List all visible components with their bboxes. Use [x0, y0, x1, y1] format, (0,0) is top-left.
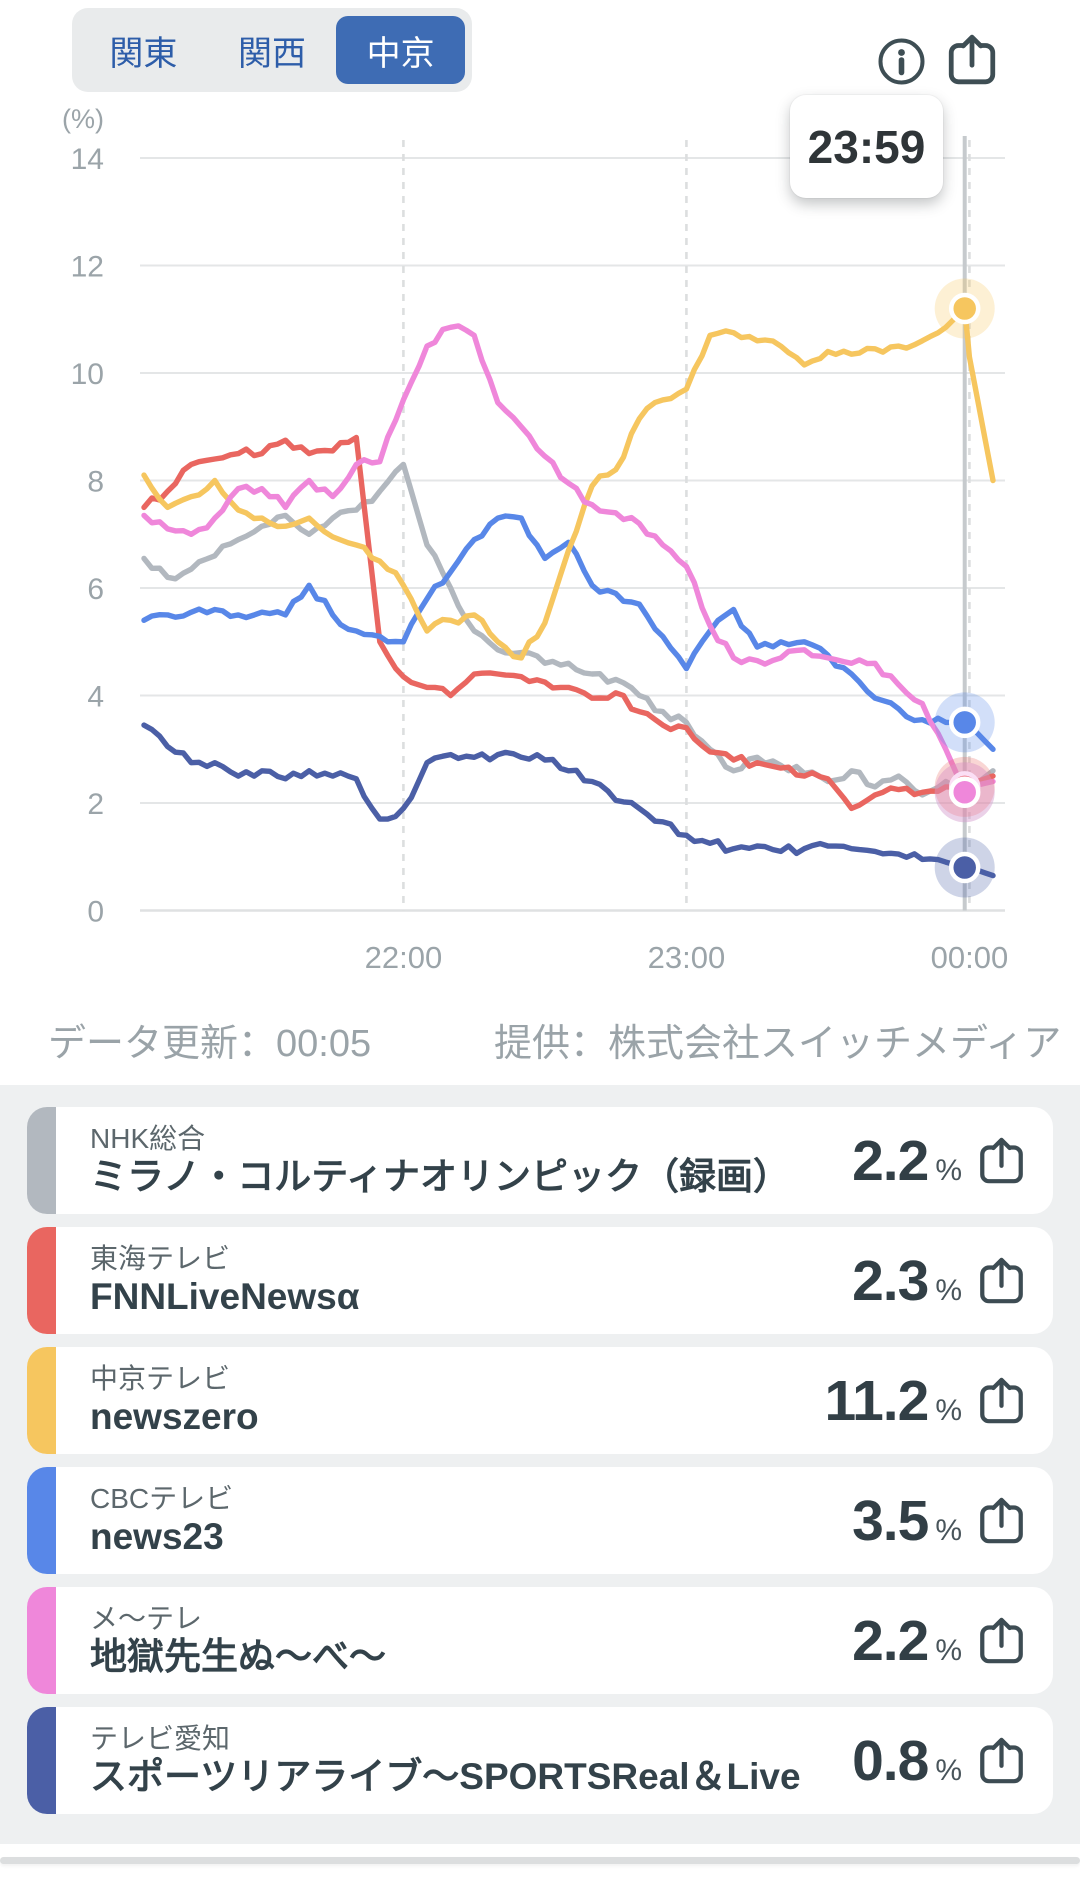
legend-card[interactable]: 中京テレビ newszero 11.2%: [27, 1347, 1053, 1454]
info-icon[interactable]: [877, 37, 926, 86]
rating-value: 2.2: [852, 1128, 929, 1193]
percent-sign: %: [935, 1273, 962, 1307]
legend-card[interactable]: 東海テレビ FNNLiveNewsα 2.3%: [27, 1227, 1053, 1334]
channel-name: NHK総合: [90, 1123, 206, 1154]
next-section-peek: [0, 1844, 1080, 1896]
cursor-time-tooltip: 23:59: [790, 95, 943, 198]
legend-card[interactable]: テレビ愛知 スポーツリアライブ〜SPORTSReal＆Live 0.8%: [27, 1707, 1053, 1814]
share-icon[interactable]: [978, 1136, 1025, 1186]
legend-card[interactable]: CBCテレビ news23 3.5%: [27, 1467, 1053, 1574]
tab-chukyo[interactable]: 中京: [336, 16, 466, 84]
program-title: FNNLiveNewsα: [90, 1276, 360, 1317]
y-axis-unit-label: (%): [62, 104, 104, 134]
series-line: [141, 434, 996, 812]
series-color-bar: [27, 1707, 56, 1814]
y-axis-tick-label: 12: [71, 251, 104, 284]
rating-value: 0.8: [852, 1728, 929, 1793]
percent-sign: %: [935, 1393, 962, 1427]
percent-sign: %: [935, 1513, 962, 1547]
channel-name: 東海テレビ: [90, 1243, 231, 1274]
x-axis-tick-label: 23:00: [648, 940, 726, 975]
tab-kansai[interactable]: 関西: [238, 34, 306, 73]
series-color-bar: [27, 1347, 56, 1454]
ratings-line-chart[interactable]: 0 2 4 6 8 10 12 14 (%) 22:00 23:00 00:00: [0, 0, 1080, 1085]
share-icon[interactable]: [978, 1736, 1025, 1786]
rating-value: 11.2: [824, 1368, 930, 1433]
series-color-bar: [27, 1227, 56, 1334]
channel-name: CBCテレビ: [90, 1483, 234, 1514]
channel-name: 中京テレビ: [90, 1363, 231, 1394]
program-title: news23: [90, 1516, 224, 1557]
region-tab-bar: 関東 関西 中京: [72, 8, 472, 92]
percent-sign: %: [935, 1633, 962, 1667]
channel-legend-list: NHK総合 ミラノ・コルティナオリンピック（録画） 2.2% 東海テレビ FNNLive…: [0, 1085, 1080, 1844]
y-axis-tick-label: 6: [87, 573, 104, 606]
share-icon[interactable]: [946, 33, 998, 87]
series-color-bar: [27, 1467, 56, 1574]
share-icon[interactable]: [978, 1376, 1025, 1426]
series-marker: [948, 292, 981, 325]
legend-card[interactable]: メ〜テレ 地獄先生ぬ〜べ〜 2.2%: [27, 1587, 1053, 1694]
channel-name: メ〜テレ: [90, 1603, 203, 1634]
percent-sign: %: [935, 1153, 962, 1187]
rating-value: 3.5: [852, 1488, 929, 1553]
x-axis-tick-label: 22:00: [365, 940, 443, 975]
share-icon[interactable]: [978, 1496, 1025, 1546]
channel-name: テレビ愛知: [90, 1723, 231, 1754]
percent-sign: %: [935, 1753, 962, 1787]
y-axis-tick-label: 10: [71, 358, 104, 391]
rating-value: 2.2: [852, 1608, 929, 1673]
y-axis-tick-label: 4: [87, 681, 104, 714]
program-title: スポーツリアライブ〜SPORTSReal＆Live: [90, 1756, 801, 1797]
y-axis-tick-label: 0: [87, 896, 104, 929]
program-title: ミラノ・コルティナオリンピック（録画）: [90, 1156, 791, 1197]
tab-kanto[interactable]: 関東: [109, 34, 178, 73]
series-line: [141, 323, 996, 795]
section-divider: [0, 1857, 1080, 1864]
series-line: [141, 461, 996, 798]
series-line: [141, 513, 996, 752]
y-axis-tick-label: 2: [87, 788, 104, 821]
series-marker: [948, 706, 981, 739]
data-updated-label: データ更新：00:05: [48, 1023, 372, 1065]
series-color-bar: [27, 1107, 56, 1214]
series-marker: [948, 851, 981, 884]
y-axis-tick-label: 14: [71, 143, 104, 176]
data-provider-label: 提供：株式会社スイッチメディア: [494, 1023, 1062, 1065]
x-axis-tick-label: 00:00: [931, 940, 1009, 975]
series-color-bar: [27, 1587, 56, 1694]
y-axis-tick-label: 8: [87, 466, 104, 499]
legend-card[interactable]: NHK総合 ミラノ・コルティナオリンピック（録画） 2.2%: [27, 1107, 1053, 1214]
series-marker: [948, 776, 981, 808]
series-line: [141, 305, 996, 661]
share-icon[interactable]: [978, 1616, 1025, 1666]
series-line: [141, 722, 996, 879]
program-title: newszero: [90, 1396, 259, 1437]
share-icon[interactable]: [978, 1256, 1025, 1306]
program-title: 地獄先生ぬ〜べ〜: [90, 1636, 386, 1677]
rating-value: 2.3: [852, 1248, 929, 1313]
